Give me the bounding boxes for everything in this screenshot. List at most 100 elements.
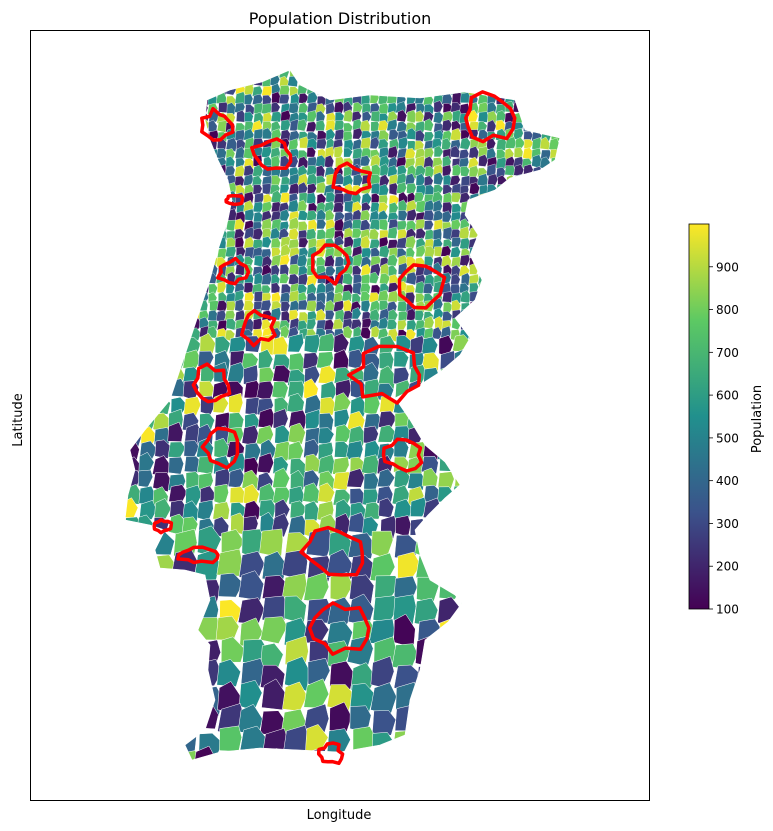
region-cell — [271, 247, 281, 258]
region-cell — [369, 219, 381, 231]
region-cell — [433, 111, 445, 124]
region-cell — [279, 291, 291, 304]
region-cell — [315, 300, 326, 312]
region-cell — [423, 209, 435, 221]
region-cell — [360, 300, 371, 314]
region-cell — [459, 254, 471, 267]
region-cell — [256, 380, 275, 402]
region-cell — [388, 128, 400, 142]
region-cell — [361, 192, 373, 206]
region-cell — [305, 300, 317, 313]
region-cell — [303, 678, 330, 709]
region-cell — [279, 264, 290, 277]
region-cell — [415, 219, 426, 231]
region-cell — [442, 164, 452, 178]
region-cell — [227, 362, 246, 384]
region-cell — [167, 421, 184, 442]
region-cell — [433, 145, 444, 158]
region-cell — [441, 119, 453, 132]
region-cell — [216, 300, 229, 313]
region-cell — [432, 228, 442, 241]
colorbar-label: Population — [750, 385, 765, 453]
region-cell — [252, 164, 264, 177]
region-cell — [440, 245, 452, 257]
region-cell — [423, 103, 435, 115]
region-cell — [168, 484, 188, 503]
region-cell — [347, 349, 364, 370]
region-cell — [243, 173, 254, 186]
region-cell — [423, 131, 434, 144]
region-cell — [349, 574, 375, 605]
region-cell — [360, 263, 372, 277]
region-cell — [243, 300, 254, 313]
region-cell — [234, 289, 245, 302]
region-cell — [433, 100, 444, 114]
region-cell — [397, 210, 408, 222]
region-cell — [307, 657, 331, 688]
region-cell — [334, 408, 350, 431]
region-cell — [487, 173, 499, 186]
region-cell — [423, 199, 435, 214]
region-cell — [371, 530, 394, 560]
region-cell — [369, 239, 381, 249]
colorbar-tick-label: 800 — [716, 303, 739, 317]
region-cell — [450, 246, 461, 258]
region-cell — [237, 597, 265, 626]
region-cell — [324, 154, 334, 170]
region-cell — [388, 264, 398, 278]
region-cell — [386, 253, 398, 267]
region-cell — [397, 319, 407, 331]
region-cell — [352, 102, 364, 115]
region-cell — [379, 174, 390, 187]
highlighted-regions — [152, 90, 517, 766]
region-cell — [315, 308, 326, 322]
region-cell — [378, 410, 397, 431]
y-axis-label: Latitude — [11, 393, 26, 447]
highlighted-region-outline — [152, 518, 174, 535]
region-cell — [442, 201, 453, 215]
region-cell — [325, 310, 335, 321]
region-cell — [226, 300, 236, 311]
region-cell — [352, 127, 364, 140]
region-cell — [307, 183, 317, 195]
region-cell — [253, 128, 264, 141]
region-cell — [287, 422, 306, 445]
highlighted-region-outline — [346, 344, 422, 405]
region-cell — [415, 103, 426, 114]
region-cell — [271, 102, 281, 114]
region-cell — [360, 235, 371, 250]
region-cell — [396, 182, 407, 194]
region-cell — [228, 392, 244, 414]
region-cell — [414, 192, 424, 204]
highlighted-region-outline — [176, 545, 220, 565]
region-cell — [513, 164, 524, 177]
region-cell — [438, 334, 454, 358]
highlighted-region-outline — [299, 525, 365, 577]
highlighted-region-outline — [310, 243, 351, 286]
region-cell — [260, 299, 272, 312]
region-cell — [433, 297, 444, 311]
region-cell — [212, 501, 230, 520]
region-cell — [346, 468, 365, 488]
region-cell — [296, 254, 308, 269]
region-cell — [378, 497, 395, 518]
region-cell — [360, 209, 371, 221]
highlighted-region-outline — [316, 741, 345, 766]
region-cell — [224, 165, 236, 177]
region-cell — [306, 192, 316, 206]
region-cell — [316, 138, 327, 150]
region-cell — [333, 392, 352, 414]
region-cell — [317, 427, 335, 445]
region-cell — [316, 193, 327, 206]
region-cell — [369, 552, 396, 583]
region-cell — [359, 282, 371, 294]
region-cell — [306, 110, 317, 123]
highlighted-region-outline — [200, 106, 235, 142]
region-cell — [387, 145, 398, 159]
region-cell — [297, 102, 310, 114]
region-cell — [469, 182, 480, 196]
region-cell — [468, 146, 479, 160]
region-cell — [449, 145, 461, 158]
region-cell — [306, 318, 317, 330]
region-cell — [388, 201, 399, 216]
